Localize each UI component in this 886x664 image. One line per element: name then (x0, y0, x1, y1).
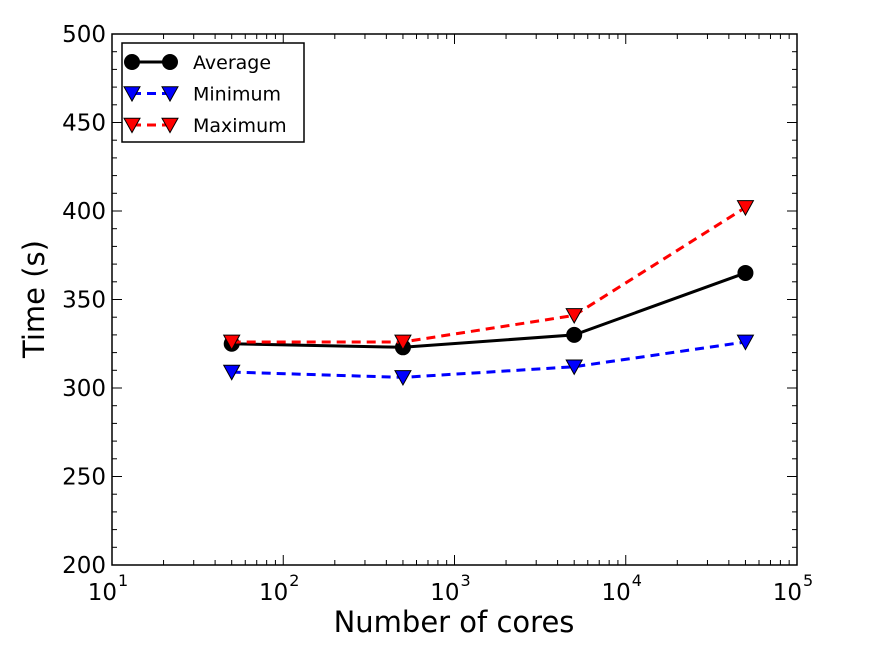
legend-marker-minimum (161, 86, 179, 103)
x-tick-exponent: 3 (461, 571, 471, 590)
data-point-maximum (394, 334, 412, 351)
x-tick-base: 10 (601, 580, 630, 606)
data-point-maximum (736, 200, 755, 217)
series-line-minimum (231, 340, 746, 379)
series-line-average (231, 271, 746, 349)
y-tick-label: 200 (62, 553, 106, 579)
x-tick-exponent: 1 (118, 571, 128, 590)
x-tick-label: 10 4 (601, 571, 641, 606)
legend-marker-minimum (123, 86, 141, 103)
data-point-maximum (222, 334, 241, 351)
x-tick-base: 10 (430, 580, 459, 606)
legend-marker-average (162, 54, 178, 70)
y-tick-label: 250 (62, 465, 106, 491)
y-tick-label: 300 (62, 376, 106, 402)
x-tick-exponent: 2 (289, 571, 299, 590)
x-tick-label: 10 3 (430, 571, 470, 606)
x-axis-title: Number of cores (334, 605, 575, 639)
data-point-minimum (222, 364, 241, 381)
data-point-minimum (736, 334, 755, 351)
x-tick-exponent: 5 (803, 571, 813, 590)
legend-marker-maximum (161, 117, 179, 134)
data-point-average (566, 326, 583, 343)
ticks-layer (111, 33, 798, 566)
y-axis-title: Time (s) (17, 240, 51, 359)
legend: Average Minimum Maximum (121, 42, 305, 143)
legend-marker-maximum (123, 117, 141, 134)
y-tick-label: 450 (62, 111, 106, 137)
y-tick-label: 350 (62, 288, 106, 314)
data-point-maximum (565, 308, 584, 325)
legend-label-maximum: Maximum (193, 115, 287, 137)
x-tick-base: 10 (259, 580, 288, 606)
x-tick-label: 10 5 (773, 571, 813, 606)
data-point-average (737, 264, 754, 281)
series-line-maximum (231, 206, 747, 344)
y-tick-label: 400 (62, 199, 106, 225)
data-point-minimum (394, 370, 412, 387)
data-point-minimum (565, 359, 584, 376)
x-tick-base: 10 (88, 580, 117, 606)
series-layer (222, 200, 755, 387)
y-tick-label: 500 (62, 22, 106, 48)
legend-label-average: Average (193, 52, 271, 74)
legend-marker-average (124, 54, 140, 70)
x-tick-label: 10 2 (259, 571, 299, 606)
x-tick-label: 10 1 (88, 571, 128, 606)
x-tick-exponent: 4 (632, 571, 642, 590)
x-tick-base: 10 (773, 580, 802, 606)
legend-label-minimum: Minimum (193, 84, 281, 106)
